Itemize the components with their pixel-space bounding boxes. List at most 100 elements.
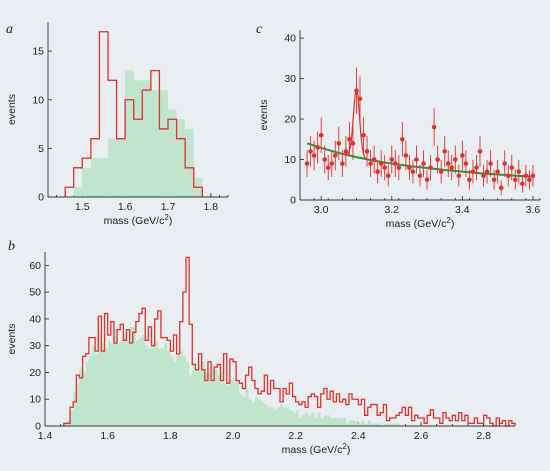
- data-point: [364, 149, 370, 154]
- data-point: [347, 136, 352, 142]
- x-tick-label: 2.2: [288, 430, 303, 442]
- x-tick-label: 1.8: [204, 201, 219, 213]
- y-tick-label: 10: [32, 94, 44, 106]
- y-tick-label: 15: [32, 46, 44, 58]
- data-point: [505, 173, 511, 179]
- y-tick-label: 20: [284, 114, 296, 126]
- x-tick-label: 2.4: [351, 430, 366, 442]
- filled-bar: [150, 90, 160, 197]
- filled-bar: [133, 80, 143, 197]
- x-tick-label: 1.6: [118, 201, 133, 213]
- data-point: [378, 161, 384, 166]
- data-point: [530, 173, 536, 179]
- data-point: [477, 149, 483, 154]
- data-point: [502, 161, 508, 166]
- data-point: [311, 153, 317, 158]
- data-point: [467, 177, 472, 183]
- data-point: [329, 161, 335, 166]
- data-point: [325, 165, 331, 170]
- data-point: [474, 165, 479, 170]
- data-point: [481, 173, 486, 179]
- x-tick-label: 1.4: [38, 430, 53, 442]
- filled-bar: [159, 90, 168, 197]
- y-axis-label: events: [258, 100, 270, 131]
- x-tick-label: 1.7: [161, 201, 176, 213]
- data-point: [491, 177, 497, 183]
- data-point: [407, 165, 412, 170]
- data-point: [403, 153, 409, 158]
- y-tick-label: 40: [284, 33, 296, 45]
- filled-bar: [99, 158, 108, 197]
- filled-bar: [125, 70, 134, 197]
- data-point: [318, 132, 324, 138]
- data-point: [421, 161, 426, 166]
- filled-bar: [185, 128, 194, 197]
- data-point: [357, 96, 363, 102]
- data-point: [361, 132, 366, 138]
- filled-bar: [142, 80, 151, 197]
- outline-histogram: [63, 256, 516, 427]
- filled-bar: [108, 138, 117, 197]
- x-tick-label: 3.0: [314, 204, 329, 216]
- data-point: [375, 169, 380, 174]
- data-point: [456, 173, 462, 179]
- data-point: [435, 157, 440, 162]
- filled-bar: [73, 187, 83, 197]
- x-tick-label: 3.2: [384, 204, 399, 216]
- fit-curve: [306, 142, 533, 178]
- y-tick-label: 50: [29, 287, 41, 299]
- x-tick-label: 2.6: [414, 430, 429, 442]
- y-tick-label: 60: [29, 260, 41, 272]
- y-axis-label: events: [6, 94, 18, 125]
- data-point: [445, 161, 451, 166]
- data-point: [396, 165, 402, 170]
- y-tick-label: 10: [284, 154, 296, 166]
- y-tick-label: 40: [29, 313, 41, 325]
- panel-letter: b: [8, 239, 15, 254]
- filled-bar: [176, 119, 186, 197]
- data-point: [495, 169, 500, 174]
- data-point: [512, 177, 518, 183]
- x-tick-label: 1.6: [100, 430, 115, 442]
- data-point: [428, 165, 433, 170]
- data-point: [371, 157, 377, 162]
- data-point: [332, 153, 338, 158]
- filled-histogram: [63, 326, 516, 426]
- filled-bar: [116, 138, 126, 197]
- data-point: [322, 157, 328, 162]
- y-tick-label: 30: [29, 340, 41, 352]
- data-point: [410, 169, 416, 174]
- data-point: [315, 145, 320, 150]
- x-axis-label: mass (GeV/c2): [104, 213, 173, 227]
- x-tick-label: 2.8: [476, 430, 491, 442]
- data-point: [308, 149, 313, 154]
- x-axis-label: mass (GeV/c2): [282, 442, 351, 456]
- data-point: [460, 153, 465, 158]
- data-point: [389, 157, 395, 162]
- data-point: [414, 157, 419, 162]
- filled-bar: [168, 109, 177, 197]
- panel-letter: c: [256, 22, 263, 37]
- data-point: [392, 161, 398, 166]
- filled-bar: [82, 167, 91, 197]
- panel-a-histogram: 0 5 10 15 1.5 1.6 1.7 1.8 mass (GeV/c2) events a: [6, 22, 229, 227]
- data-point: [385, 173, 391, 179]
- x-tick-label: 3.4: [455, 204, 470, 216]
- data-point: [340, 161, 345, 166]
- data-point: [336, 141, 342, 146]
- data-point: [463, 161, 469, 166]
- y-tick-label: 30: [284, 73, 296, 85]
- data-point: [400, 136, 405, 142]
- x-axis-label: mass (GeV/c2): [386, 216, 455, 230]
- data-point: [350, 141, 356, 146]
- data-point: [509, 165, 515, 170]
- data-point: [442, 149, 448, 154]
- data-point: [523, 173, 529, 179]
- data-point: [382, 165, 388, 170]
- data-point: [452, 157, 458, 162]
- data-point: [368, 161, 373, 166]
- x-tick-label: 1.8: [163, 430, 178, 442]
- data-point: [488, 161, 493, 166]
- y-tick-label: 0: [35, 421, 41, 433]
